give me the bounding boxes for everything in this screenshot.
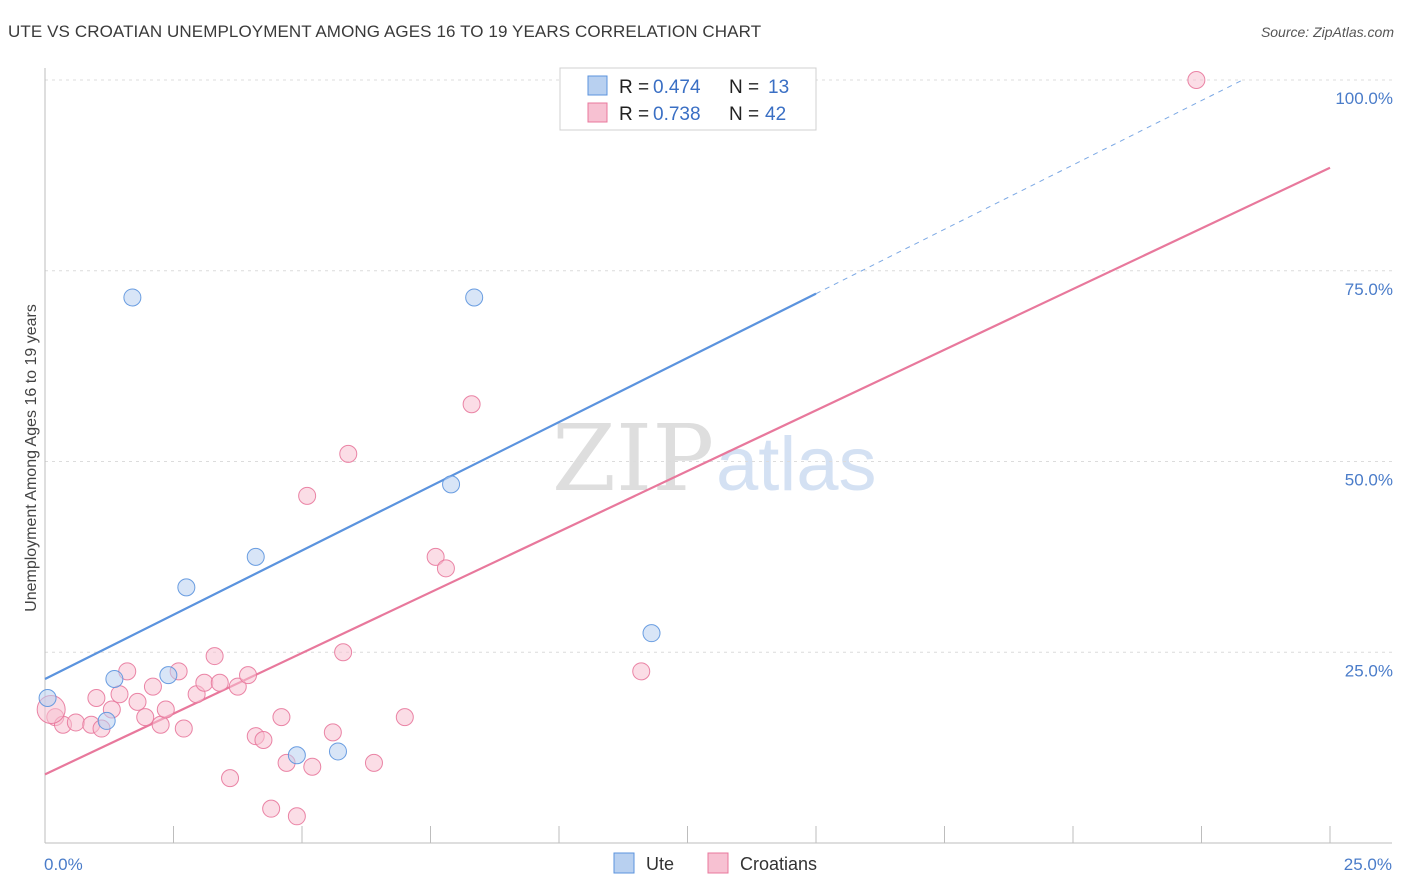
correlation-legend: R = 0.474 N = 13 R = 0.738 N = 42 (559, 67, 817, 131)
data-point-ute (287, 746, 306, 765)
data-point-ute (442, 475, 461, 494)
data-point-croatians (254, 730, 273, 749)
legend-croatians-r-label: R = (619, 104, 649, 125)
data-point-ute (465, 288, 484, 307)
data-point-croatians (303, 757, 322, 776)
data-point-croatians (156, 700, 175, 719)
data-points (36, 71, 1206, 826)
data-point-ute (97, 711, 116, 730)
data-point-ute (177, 578, 196, 597)
data-point-croatians (66, 713, 85, 732)
data-point-croatians (395, 708, 414, 727)
data-point-ute (642, 624, 661, 643)
y-tick-label: 100.0% (1335, 89, 1393, 108)
data-point-croatians (334, 643, 353, 662)
data-point-croatians (195, 673, 214, 692)
trend-line-croatians (44, 166, 1331, 776)
data-point-croatians (426, 547, 445, 566)
data-point-croatians (287, 807, 306, 826)
data-point-croatians (323, 723, 342, 742)
legend-swatch-ute (587, 75, 608, 96)
data-point-croatians (110, 685, 129, 704)
chart-title: UTE VS CROATIAN UNEMPLOYMENT AMONG AGES … (8, 22, 762, 41)
data-point-croatians (272, 708, 291, 727)
legend-ute-r: 0.474 (653, 77, 701, 98)
data-point-croatians (221, 769, 240, 788)
data-point-croatians (239, 666, 258, 685)
data-point-croatians (151, 715, 170, 734)
trend-line-extension-ute (815, 79, 1243, 295)
data-point-croatians (128, 692, 147, 711)
data-point-croatians (262, 799, 281, 818)
trend-line-ute (44, 292, 817, 680)
legend-croatians-r: 0.738 (653, 104, 701, 125)
watermark-zip: ZIP (552, 405, 714, 512)
data-point-croatians (1187, 71, 1206, 89)
watermark-atlas: atlas (716, 422, 877, 507)
y-tick-label: 25.0% (1345, 661, 1393, 680)
y-axis-label: Unemployment Among Ages 16 to 19 years (23, 304, 40, 612)
bottom-legend-ute: Ute (646, 854, 674, 874)
data-point-croatians (436, 559, 455, 578)
data-point-ute (159, 666, 178, 685)
x-tick-label-min: 0.0% (44, 855, 83, 874)
data-point-croatians (364, 753, 383, 772)
legend-ute-n: 13 (768, 77, 789, 98)
data-point-croatians (632, 662, 651, 681)
data-point-croatians (143, 677, 162, 696)
y-tick-labels: 25.0% 50.0% 75.0% 100.0% (1335, 89, 1393, 680)
legend-croatians-n-label: N = (729, 104, 759, 125)
legend-croatians-n: 42 (765, 104, 786, 125)
data-point-croatians (210, 673, 229, 692)
grid-lines (45, 79, 1392, 653)
legend-ute-r-label: R = (619, 77, 649, 98)
data-point-ute (105, 669, 124, 688)
data-point-ute (246, 547, 265, 566)
series-legend: Ute Croatians (613, 852, 817, 874)
data-point-croatians (462, 395, 481, 414)
bottom-legend-swatch-croatians (707, 852, 729, 874)
bottom-legend-swatch-ute (613, 852, 635, 874)
data-point-ute (38, 689, 57, 708)
data-point-croatians (136, 708, 155, 727)
data-point-croatians (87, 689, 106, 708)
data-point-ute (123, 288, 142, 307)
legend-swatch-croatians (587, 102, 608, 123)
data-point-croatians (339, 444, 358, 463)
legend-ute-n-label: N = (729, 77, 759, 98)
data-point-croatians (228, 677, 247, 696)
bottom-legend-croatians: Croatians (740, 854, 817, 874)
data-point-croatians (298, 486, 317, 505)
chart-source: Source: ZipAtlas.com (1260, 24, 1394, 40)
y-tick-label: 50.0% (1345, 471, 1393, 490)
data-point-ute (328, 742, 347, 761)
data-point-croatians (174, 719, 193, 738)
x-tick-label-max: 25.0% (1344, 855, 1392, 874)
trend-lines (44, 79, 1331, 776)
y-tick-label: 75.0% (1345, 280, 1393, 299)
data-point-croatians (205, 647, 224, 666)
